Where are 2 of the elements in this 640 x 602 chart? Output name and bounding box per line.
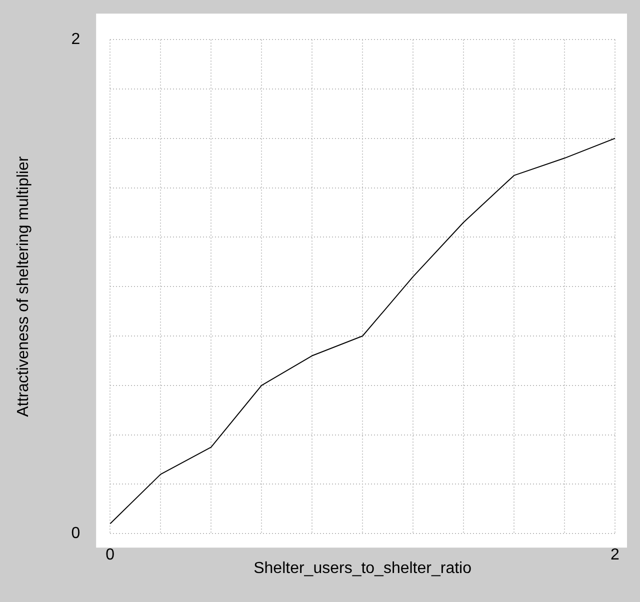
y-axis-title: Attractiveness of sheltering multiplier [15, 156, 32, 417]
x-axis-title: Shelter_users_to_shelter_ratio [254, 560, 472, 577]
